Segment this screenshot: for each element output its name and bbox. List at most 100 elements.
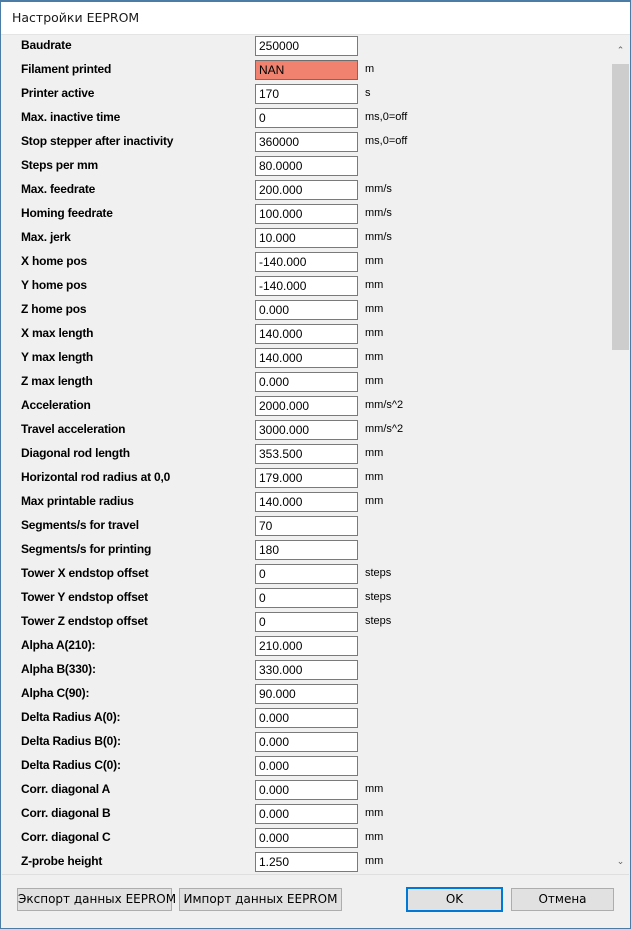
setting-row: X max length 140.000 mm — [2, 323, 597, 347]
setting-value-input[interactable]: 0.000 — [255, 828, 358, 848]
setting-label: Diagonal rod length — [21, 446, 130, 460]
setting-unit-label: steps — [365, 567, 392, 579]
setting-unit-label: mm — [365, 495, 384, 507]
setting-value-input[interactable]: 100.000 — [255, 204, 358, 224]
setting-value-input[interactable]: 0.000 — [255, 780, 358, 800]
setting-label: Segments/s for travel — [21, 518, 139, 532]
setting-row: Z-probe height 1.250 mm — [2, 851, 597, 875]
setting-unit-label: ms,0=off — [365, 111, 408, 123]
setting-value-input[interactable]: 353.500 — [255, 444, 358, 464]
chevron-down-icon[interactable]: ⌄ — [612, 853, 629, 870]
setting-value-input[interactable]: 3000.000 — [255, 420, 358, 440]
setting-label: Tower X endstop offset — [21, 566, 149, 580]
title-bar: Настройки EEPROM — [1, 2, 630, 35]
setting-unit-label: mm — [365, 447, 384, 459]
settings-scroll-area[interactable]: Baudrate 250000 Filament printed NAN m Printe… — [2, 35, 630, 877]
setting-row: X home pos -140.000 mm — [2, 251, 597, 275]
setting-row: Tower Y endstop offset 0 steps — [2, 587, 597, 611]
ok-button[interactable]: OK — [406, 887, 503, 912]
cancel-button[interactable]: Отмена — [511, 888, 614, 911]
setting-label: Filament printed — [21, 62, 112, 76]
setting-value-input[interactable]: 140.000 — [255, 492, 358, 512]
setting-label: Steps per mm — [21, 158, 98, 172]
setting-label: Delta Radius C(0): — [21, 758, 121, 772]
setting-row: Y max length 140.000 mm — [2, 347, 597, 371]
setting-value-input[interactable]: 0.000 — [255, 708, 358, 728]
setting-value-input[interactable]: 10.000 — [255, 228, 358, 248]
chevron-up-icon[interactable]: ⌃ — [612, 42, 629, 59]
setting-row: Delta Radius A(0): 0.000 — [2, 707, 597, 731]
setting-value-input[interactable]: NAN — [255, 60, 358, 80]
setting-value-input[interactable]: 0 — [255, 588, 358, 608]
setting-row: Corr. diagonal B 0.000 mm — [2, 803, 597, 827]
setting-value-input[interactable]: 180 — [255, 540, 358, 560]
setting-label: Homing feedrate — [21, 206, 113, 220]
setting-label: Y home pos — [21, 278, 87, 292]
setting-value-input[interactable]: 0.000 — [255, 756, 358, 776]
setting-unit-label: ms,0=off — [365, 135, 408, 147]
setting-label: Corr. diagonal C — [21, 830, 111, 844]
setting-value-input[interactable]: 330.000 — [255, 660, 358, 680]
setting-value-input[interactable]: 140.000 — [255, 324, 358, 344]
setting-value-input[interactable]: -140.000 — [255, 276, 358, 296]
setting-label: Delta Radius A(0): — [21, 710, 121, 724]
setting-value-input[interactable]: 90.000 — [255, 684, 358, 704]
setting-row: Alpha C(90): 90.000 — [2, 683, 597, 707]
setting-label: Delta Radius B(0): — [21, 734, 121, 748]
setting-label: Acceleration — [21, 398, 91, 412]
setting-row: Max printable radius 140.000 mm — [2, 491, 597, 515]
export-eeprom-button[interactable]: Экспорт данных EEPROM — [17, 888, 176, 911]
setting-row: Y home pos -140.000 mm — [2, 275, 597, 299]
setting-value-input[interactable]: 70 — [255, 516, 358, 536]
setting-label: X max length — [21, 326, 94, 340]
setting-value-input[interactable]: 170 — [255, 84, 358, 104]
setting-value-input[interactable]: 2000.000 — [255, 396, 358, 416]
setting-label: Alpha B(330): — [21, 662, 96, 676]
vertical-scrollbar[interactable]: ⌃ ⌄ — [611, 35, 629, 877]
setting-row: Delta Radius C(0): 0.000 — [2, 755, 597, 779]
setting-value-input[interactable]: 1.250 — [255, 852, 358, 872]
setting-unit-label: mm — [365, 831, 384, 843]
setting-value-input[interactable]: 0.000 — [255, 732, 358, 752]
setting-value-input[interactable]: 0 — [255, 564, 358, 584]
setting-value-input[interactable]: 0.000 — [255, 372, 358, 392]
setting-value-input[interactable]: 200.000 — [255, 180, 358, 200]
setting-value-input[interactable]: 0.000 — [255, 300, 358, 320]
setting-unit-label: mm — [365, 327, 384, 339]
setting-label: Tower Z endstop offset — [21, 614, 148, 628]
import-eeprom-button[interactable]: Импорт данных EEPROM — [179, 888, 342, 911]
setting-label: Y max length — [21, 350, 94, 364]
setting-unit-label: steps — [365, 615, 392, 627]
setting-value-input[interactable]: 179.000 — [255, 468, 358, 488]
setting-row: Z home pos 0.000 mm — [2, 299, 597, 323]
setting-unit-label: mm/s^2 — [365, 399, 404, 411]
setting-row: Horizontal rod radius at 0,0 179.000 mm — [2, 467, 597, 491]
setting-value-input[interactable]: 210.000 — [255, 636, 358, 656]
setting-label: X home pos — [21, 254, 88, 268]
setting-value-input[interactable]: 140.000 — [255, 348, 358, 368]
setting-row: Tower Z endstop offset 0 steps — [2, 611, 597, 635]
setting-value-input[interactable]: 0 — [255, 108, 358, 128]
setting-value-input[interactable]: 250000 — [255, 36, 358, 56]
setting-value-input[interactable]: -140.000 — [255, 252, 358, 272]
dialog-footer: Экспорт данных EEPROM Импорт данных EEPR… — [2, 874, 629, 927]
setting-row: Alpha B(330): 330.000 — [2, 659, 597, 683]
setting-label: Baudrate — [21, 38, 72, 52]
setting-value-input[interactable]: 0 — [255, 612, 358, 632]
setting-row: Max. jerk 10.000 mm/s — [2, 227, 597, 251]
setting-unit-label: mm — [365, 375, 384, 387]
setting-unit-label: mm/s^2 — [365, 423, 404, 435]
setting-unit-label: s — [365, 87, 371, 99]
setting-value-input[interactable]: 0.000 — [255, 804, 358, 824]
setting-unit-label: mm — [365, 303, 384, 315]
setting-value-input[interactable]: 80.0000 — [255, 156, 358, 176]
setting-label: Max printable radius — [21, 494, 134, 508]
settings-row-list: Baudrate 250000 Filament printed NAN m Printe… — [2, 35, 597, 875]
setting-row: Steps per mm 80.0000 — [2, 155, 597, 179]
setting-row: Baudrate 250000 — [2, 35, 597, 59]
scrollbar-thumb[interactable] — [612, 64, 629, 350]
setting-label: Max. inactive time — [21, 110, 121, 124]
setting-row: Segments/s for printing 180 — [2, 539, 597, 563]
setting-row: Filament printed NAN m — [2, 59, 597, 83]
setting-value-input[interactable]: 360000 — [255, 132, 358, 152]
